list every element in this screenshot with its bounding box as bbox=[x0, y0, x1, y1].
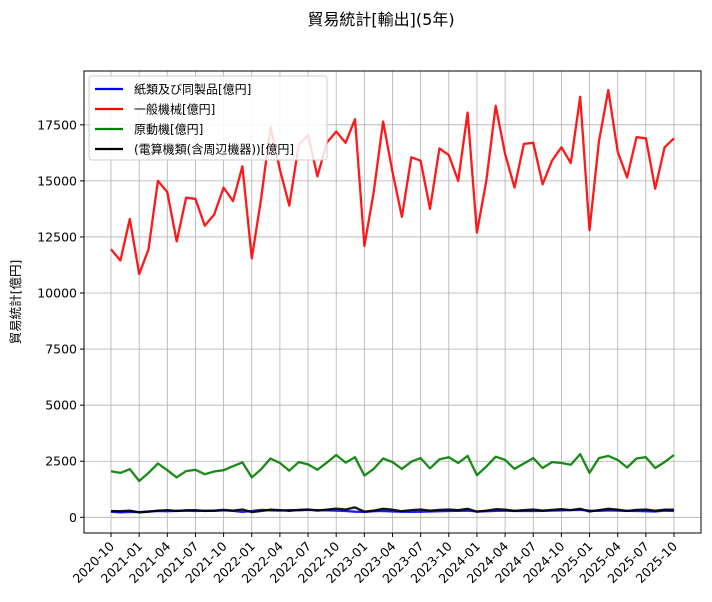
chart-title: 貿易統計[輸出](5年) bbox=[307, 10, 454, 29]
series-layer bbox=[110, 88, 675, 514]
legend-box bbox=[88, 75, 328, 161]
y-tick-label: 17500 bbox=[37, 117, 77, 132]
x-axis: 2020-102021-012021-042021-072021-102022-… bbox=[70, 533, 680, 586]
series-line-1 bbox=[110, 88, 675, 276]
y-tick-label: 0 bbox=[69, 510, 77, 525]
series-line-3 bbox=[110, 506, 674, 514]
legend-label-0: 紙類及び同製品[億円] bbox=[134, 82, 251, 97]
y-tick-label: 7500 bbox=[45, 342, 77, 357]
legend-label-3: (電算機類(含周辺機器))[億円] bbox=[134, 142, 294, 157]
y-axis: 0 2500 5000 7500 10000 12500 15000 17500 bbox=[37, 117, 84, 525]
y-tick-label: 15000 bbox=[37, 173, 77, 188]
y-tick-label: 10000 bbox=[37, 286, 77, 301]
y-axis-label: 貿易統計[億円] bbox=[8, 260, 23, 345]
y-tick-label: 12500 bbox=[37, 229, 77, 244]
y-tick-label: 5000 bbox=[45, 398, 77, 413]
legend: 紙類及び同製品[億円] 一般機械[億円] 原動機[億円] (電算機類(含周辺機器))[… bbox=[88, 75, 328, 161]
series-line-2 bbox=[110, 452, 675, 483]
y-tick-label: 2500 bbox=[45, 454, 77, 469]
legend-label-2: 原動機[億円] bbox=[134, 122, 203, 137]
legend-label-1: 一般機械[億円] bbox=[134, 102, 215, 117]
